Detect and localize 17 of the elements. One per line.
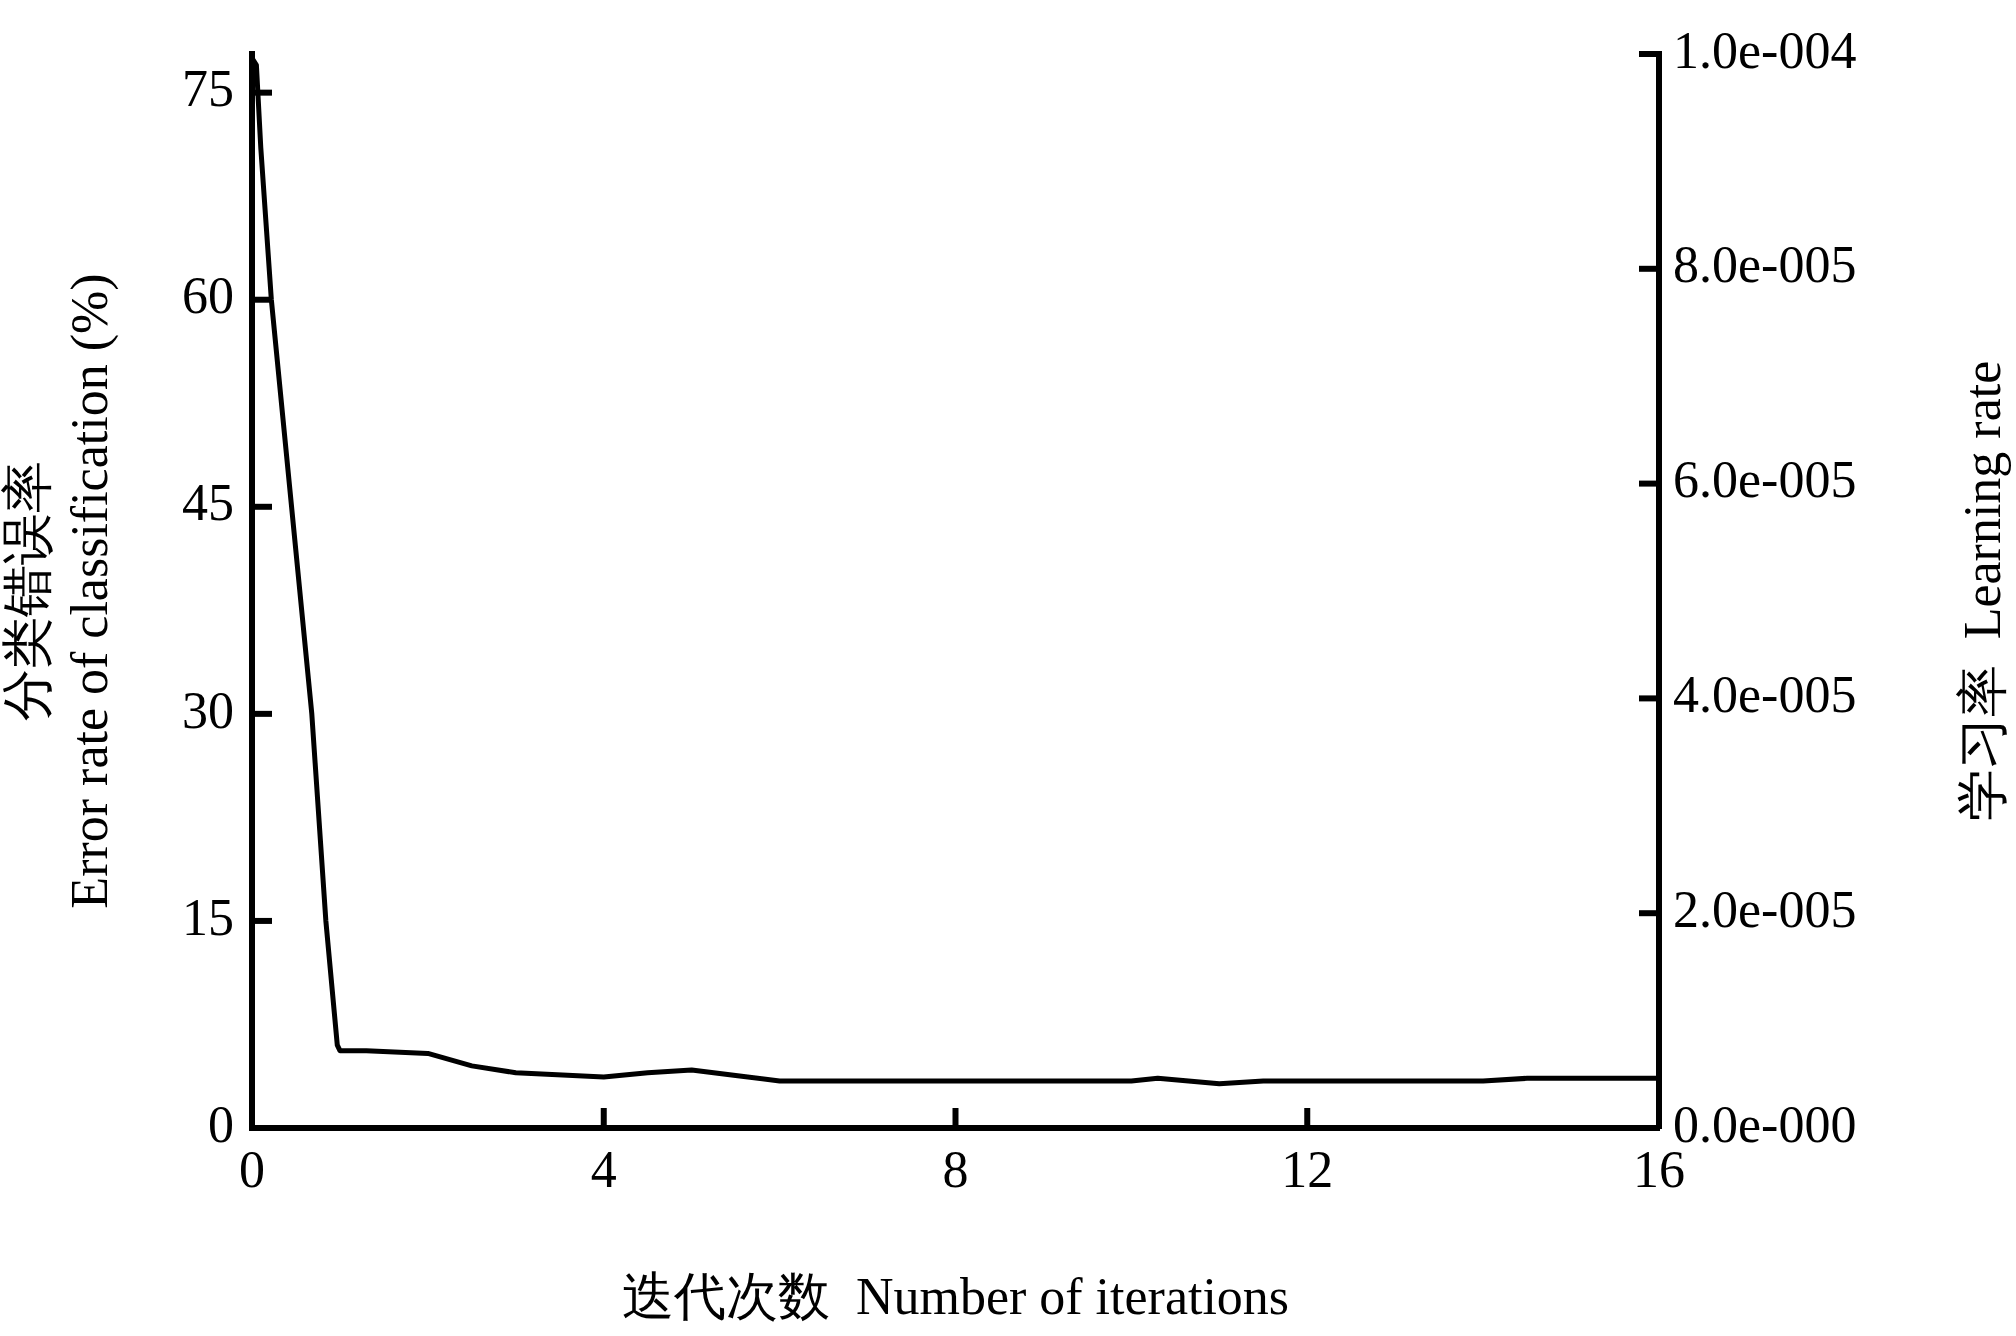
y2-tick-label: 4.0e-005 (1673, 666, 1857, 724)
y-tick-label: 0 (208, 1095, 234, 1153)
y-tick-label: 75 (182, 60, 234, 118)
x-tick-label: 12 (1281, 1140, 1334, 1198)
y-tick-label: 30 (182, 681, 234, 739)
y2-tick-label: 8.0e-005 (1673, 236, 1857, 294)
y2-tick-label: 2.0e-005 (1673, 880, 1857, 938)
y-tick-label: 45 (182, 474, 234, 532)
y2-tick-label: 1.0e-004 (1673, 21, 1857, 79)
x-tick-label: 8 (942, 1140, 969, 1198)
y2-axis-title: 学习率 Learning rate (1953, 360, 2011, 822)
x-axis-title: 迭代次数 Number of iterations (621, 1268, 1290, 1326)
x-tick-label: 4 (590, 1140, 617, 1198)
y2-tick-label: 6.0e-005 (1673, 451, 1857, 509)
y-axis-title: 分类错误率 Error rate of classification (%) (0, 273, 120, 909)
y-tick-label: 60 (182, 267, 234, 325)
y-tick-label: 15 (182, 888, 234, 946)
